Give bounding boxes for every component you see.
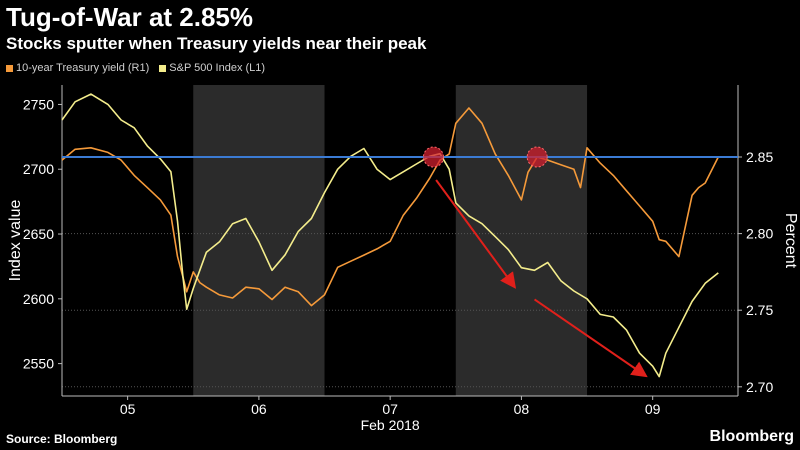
series-line-1	[61, 93, 719, 378]
chart-subtitle: Stocks sputter when Treasury yields near…	[6, 34, 427, 53]
x-tick-label-0: 05	[120, 401, 136, 417]
legend-label-yield: 10-year Treasury yield (R1)	[16, 62, 150, 74]
highlight-point-1	[526, 146, 548, 168]
legend: 10-year Treasury yield (R1) S&P 500 Inde…	[6, 62, 265, 74]
legend-item-sp500: S&P 500 Index (L1)	[159, 62, 265, 74]
left-tick-label-1: 2700	[23, 161, 54, 177]
series-line-0	[61, 107, 720, 307]
x-tick-label-4: 09	[645, 401, 661, 417]
highlight-point-0	[422, 146, 444, 168]
x-axis-label: Feb 2018	[361, 417, 420, 433]
right-tick-label-0: 2.85	[746, 149, 773, 165]
legend-swatch-yield	[6, 64, 13, 72]
right-tick-label-3: 2.70	[746, 379, 773, 395]
right-tick-label-1: 2.80	[746, 226, 773, 242]
left-tick-label-4: 2550	[23, 356, 54, 372]
x-tick-label-2: 07	[382, 401, 398, 417]
legend-label-sp500: S&P 500 Index (L1)	[169, 62, 266, 74]
source-note: Source: Bloomberg	[6, 432, 118, 446]
legend-swatch-sp500	[159, 64, 167, 72]
left-tick-label-0: 2750	[23, 96, 54, 112]
trend-arrow-0	[435, 179, 517, 289]
chart-title: Tug-of-War at 2.85%	[6, 2, 254, 32]
right-axis-title: Percent	[782, 213, 799, 269]
x-tick-label-1: 06	[251, 401, 267, 417]
x-tick-label-3: 08	[514, 401, 530, 417]
trend-arrow-1	[533, 298, 648, 378]
legend-item-yield: 10-year Treasury yield (R1)	[6, 62, 149, 74]
shaded-range-1	[455, 85, 588, 396]
brand-logo: Bloomberg	[709, 428, 794, 445]
right-tick-label-2: 2.75	[746, 302, 773, 318]
left-axis-title: Index value	[7, 199, 24, 281]
left-tick-label-2: 2650	[23, 226, 54, 242]
left-tick-label-3: 2600	[23, 291, 54, 307]
